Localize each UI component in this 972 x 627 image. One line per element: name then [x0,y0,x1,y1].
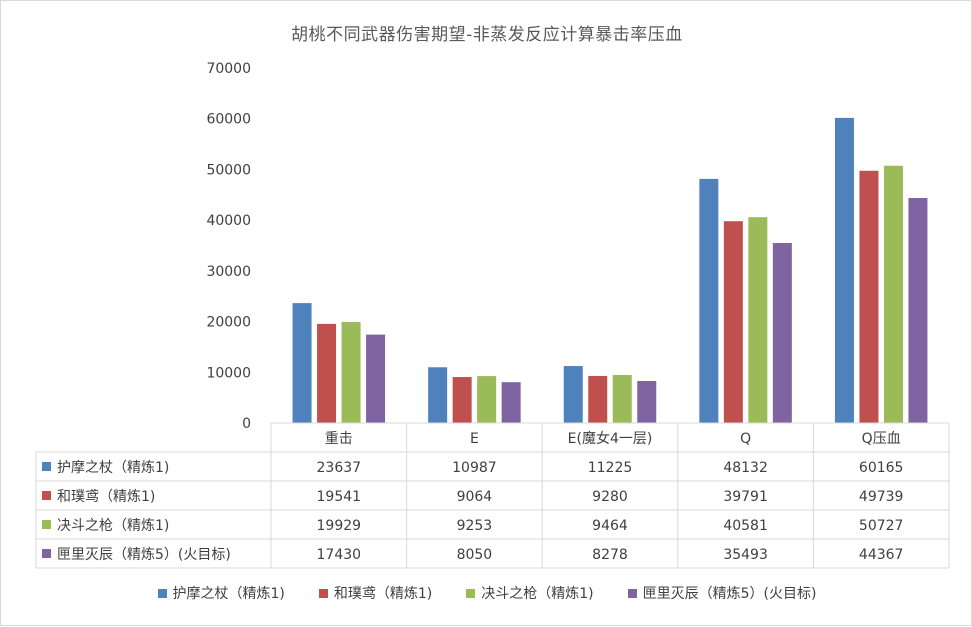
data-label: 23637 [317,460,362,476]
bar [317,323,337,423]
bar [588,375,608,423]
data-label: 19929 [317,518,362,534]
data-label: 11225 [588,460,633,476]
table-legend-key [42,549,51,558]
data-label: 10987 [452,460,497,476]
data-label: 39791 [723,489,768,505]
bar [341,321,361,423]
data-label: 60165 [859,460,904,476]
bar [292,303,312,423]
bar [452,377,472,423]
legend-swatch [627,588,637,598]
legend-item: 匣里灭辰（精炼5）(火目标) [627,583,817,603]
bar [834,117,854,423]
y-tick-label: 70000 [206,61,251,77]
bar [563,366,583,423]
y-tick-label: 30000 [206,264,251,280]
bar [723,221,743,423]
y-tick-label: 50000 [206,162,251,178]
legend-swatch [318,588,328,598]
table-legend-key [42,462,51,471]
chart-title: 胡桃不同武器伤害期望-非蒸发反应计算暴击率压血 [291,25,683,45]
legend-label: 和璞鸢（精炼1) [333,586,433,602]
data-label: 8050 [457,547,493,563]
bar [612,375,632,423]
y-tick-label: 10000 [206,365,251,381]
data-label: 48132 [723,460,768,476]
legend-label: 匣里灭辰（精炼5）(火目标) [642,586,817,602]
bar [637,381,657,423]
table-series-name: 和璞鸢（精炼1) [57,489,155,505]
legend-swatch [157,588,167,598]
y-tick-label: 20000 [206,315,251,331]
table-series-name: 护摩之杖（精炼1) [57,459,169,476]
table-legend-key [42,520,51,529]
data-label: 19541 [317,489,362,505]
data-label: 35493 [723,547,768,563]
legend-label: 决斗之枪（精炼1) [481,586,594,602]
data-label: 9280 [592,489,628,505]
data-label: 50727 [859,518,904,534]
bar [748,217,768,423]
y-tick-label: 40000 [206,213,251,229]
data-label: 9464 [592,518,628,534]
bar [428,367,448,423]
y-tick-label: 0 [242,416,251,432]
table-legend-key [42,491,51,500]
bar [859,170,879,423]
category-label: Q压血 [862,431,901,447]
y-tick-label: 60000 [206,112,251,128]
legend-item: 和璞鸢（精炼1) [318,583,433,603]
data-label: 17430 [317,547,362,563]
data-label: 40581 [723,518,768,534]
legend-item: 护摩之杖（精炼1) [157,583,285,603]
legend-swatch [466,588,476,598]
category-label: 重击 [325,431,353,447]
table-series-name: 决斗之枪（精炼1) [57,517,169,534]
category-label: E [470,431,479,447]
bar [699,178,719,423]
bar [501,382,521,423]
legend: 护摩之杖（精炼1) 和璞鸢（精炼1) 决斗之枪（精炼1) 匣里灭辰（精炼5）(火目标) [1,583,972,603]
bar [883,165,903,423]
data-label: 8278 [592,547,628,563]
data-label: 44367 [859,547,904,563]
bar [908,197,928,423]
category-label: Q [740,431,751,447]
bar [772,242,792,423]
data-label: 9253 [457,518,493,534]
data-label: 49739 [859,489,904,505]
bar [366,334,386,423]
data-label: 9064 [457,489,493,505]
bar [477,376,497,423]
table-series-name: 匣里灭辰（精炼5）(火目标) [57,547,231,563]
legend-label: 护摩之杖（精炼1) [172,586,285,602]
legend-item: 决斗之枪（精炼1) [466,583,594,603]
category-label: E(魔女4一层) [568,430,653,447]
